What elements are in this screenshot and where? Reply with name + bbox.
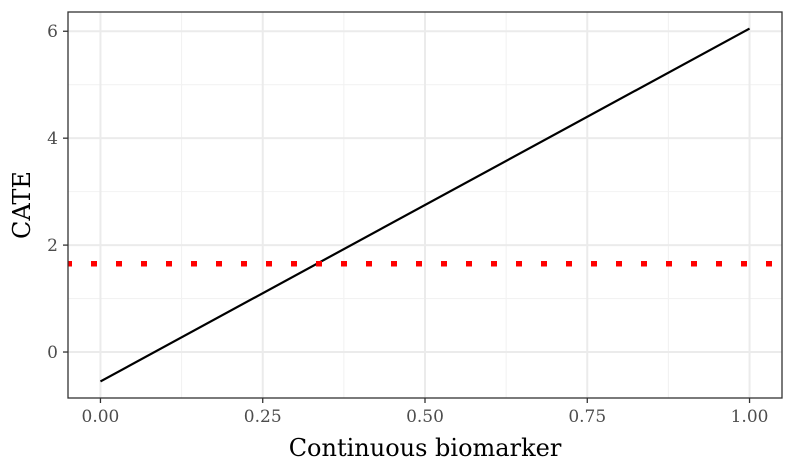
x-tick-label: 1.00	[731, 407, 769, 427]
series-layer	[99, 27, 751, 383]
x-tick-label: 0.00	[82, 407, 120, 427]
series-line-0	[99, 27, 751, 383]
y-tick-label: 2	[47, 236, 58, 256]
x-tick-label: 0.50	[406, 407, 444, 427]
x-axis-ticks: 0.00 0.25 0.50 0.75 1.00	[82, 398, 769, 427]
y-tick-label: 6	[47, 22, 58, 42]
x-tick-label: 0.25	[244, 407, 282, 427]
y-axis-title: CATE	[8, 171, 36, 239]
x-axis-title: Continuous biomarker	[289, 434, 562, 462]
x-tick-label: 0.75	[568, 407, 606, 427]
y-axis-ticks: 0 2 4 6	[47, 22, 68, 363]
y-tick-label: 4	[47, 129, 58, 149]
y-tick-label: 0	[47, 343, 58, 363]
